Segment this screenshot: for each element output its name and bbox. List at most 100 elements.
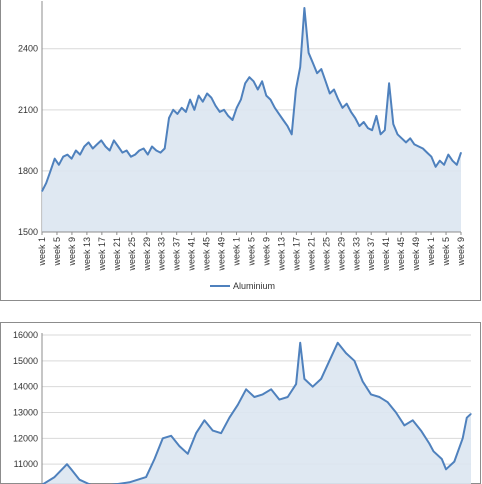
y-tick-label-15000: 15000 (13, 356, 38, 366)
data-point-19 (237, 404, 239, 406)
data-point-58 (286, 125, 289, 127)
data-point-23 (270, 388, 272, 390)
data-point-41 (412, 419, 414, 421)
data-point-1 (45, 182, 47, 184)
data-point-85 (401, 137, 403, 139)
data-point-98 (456, 164, 458, 166)
data-point-43 (428, 442, 430, 445)
data-point-70 (337, 99, 339, 101)
data-point-22 (134, 154, 136, 156)
data-point-30 (168, 117, 170, 119)
legend-label: Aluminium (233, 281, 275, 291)
x-tick-label-13: week 1 (232, 237, 242, 267)
y-tick-label-11000: 11000 (14, 459, 38, 469)
data-point-37 (378, 396, 380, 398)
data-point-9 (153, 458, 156, 460)
data-point-10 (83, 145, 85, 148)
y-tick-label-14000: 14000 (13, 382, 38, 392)
data-point-43 (223, 109, 225, 111)
data-point-2 (49, 170, 52, 172)
data-point-1 (53, 476, 56, 478)
data-point-25 (147, 154, 149, 156)
data-point-22 (262, 393, 264, 395)
data-point-14 (100, 139, 102, 141)
data-point-49 (248, 76, 250, 78)
series-area-fill (43, 342, 471, 484)
data-point-99 (460, 152, 462, 154)
data-point-67 (325, 80, 327, 82)
data-point-55 (274, 107, 276, 109)
data-point-21 (253, 396, 255, 398)
aluminium-line-chart: 1500 1800 2100 2400 week 1 week 5 week 9 week 1… (18, 1, 466, 291)
data-point-49 (466, 417, 468, 419)
data-point-35 (362, 380, 364, 383)
data-point-63 (308, 52, 310, 54)
y-tick-label-12000: 12000 (13, 433, 38, 443)
data-point-36 (193, 109, 195, 111)
data-point-24 (278, 399, 280, 401)
data-point-73 (350, 111, 352, 113)
x-tick-label-2: week 9 (67, 237, 77, 267)
y-tick-label-2100: 2100 (18, 105, 38, 115)
x-tick-label-21: week 33 (351, 237, 361, 272)
data-point-24 (143, 147, 145, 150)
data-point-84 (396, 133, 399, 135)
data-point-26 (151, 145, 153, 148)
x-tick-label-14: week 5 (247, 237, 257, 267)
data-point-66 (320, 68, 322, 70)
second-chart-panel: 11000 12000 13000 14000 15000 16000 (0, 322, 481, 484)
data-point-41 (214, 105, 217, 107)
data-point-27 (155, 149, 157, 152)
data-point-45 (231, 119, 234, 121)
x-tick-label-19: week 25 (321, 237, 331, 272)
data-point-28 (159, 152, 162, 154)
data-point-87 (409, 137, 411, 139)
x-tick-label-27: week 5 (441, 237, 451, 267)
data-point-27 (299, 342, 301, 344)
data-point-16 (212, 430, 214, 432)
data-point-26 (295, 383, 297, 385)
x-tick-label-15: week 9 (261, 237, 271, 267)
data-point-15 (203, 419, 205, 421)
x-tick-label-0: week 1 (37, 237, 47, 267)
data-point-7 (71, 158, 73, 160)
data-point-53 (265, 95, 267, 97)
data-point-79 (375, 115, 377, 117)
x-tick-label-10: week 41 (187, 237, 197, 272)
data-point-4 (58, 164, 60, 166)
data-point-17 (220, 432, 222, 434)
data-point-30 (320, 378, 322, 380)
data-point-42 (219, 111, 221, 113)
data-point-81 (384, 129, 386, 131)
x-tick-label-28: week 9 (456, 237, 466, 267)
data-point-56 (278, 113, 280, 115)
data-point-65 (316, 72, 318, 74)
x-tick-label-25: week 49 (411, 237, 421, 272)
x-tick-label-6: week 25 (127, 237, 137, 272)
x-tick-label-12: week 49 (217, 237, 227, 272)
x-tick-label-1: week 5 (52, 237, 62, 267)
data-point-29 (164, 147, 166, 150)
data-point-3 (70, 468, 72, 470)
data-point-16 (109, 149, 111, 152)
x-tick-label-18: week 21 (306, 237, 316, 272)
data-point-83 (392, 123, 394, 125)
data-point-74 (354, 117, 356, 119)
data-point-92 (430, 156, 432, 158)
data-point-32 (176, 113, 178, 115)
data-point-46 (445, 468, 447, 470)
data-point-33 (345, 352, 347, 354)
data-point-62 (303, 7, 305, 9)
data-point-5 (62, 156, 64, 158)
data-point-18 (228, 417, 230, 419)
data-point-10 (162, 437, 164, 439)
x-tick-label-24: week 45 (396, 237, 406, 272)
data-point-8 (75, 149, 77, 152)
y-tick-label-13000: 13000 (13, 408, 38, 418)
data-point-40 (210, 97, 212, 99)
data-point-86 (405, 141, 407, 143)
data-point-11 (170, 435, 172, 437)
data-point-46 (236, 107, 238, 109)
data-point-35 (189, 99, 191, 101)
data-point-75 (358, 125, 360, 127)
